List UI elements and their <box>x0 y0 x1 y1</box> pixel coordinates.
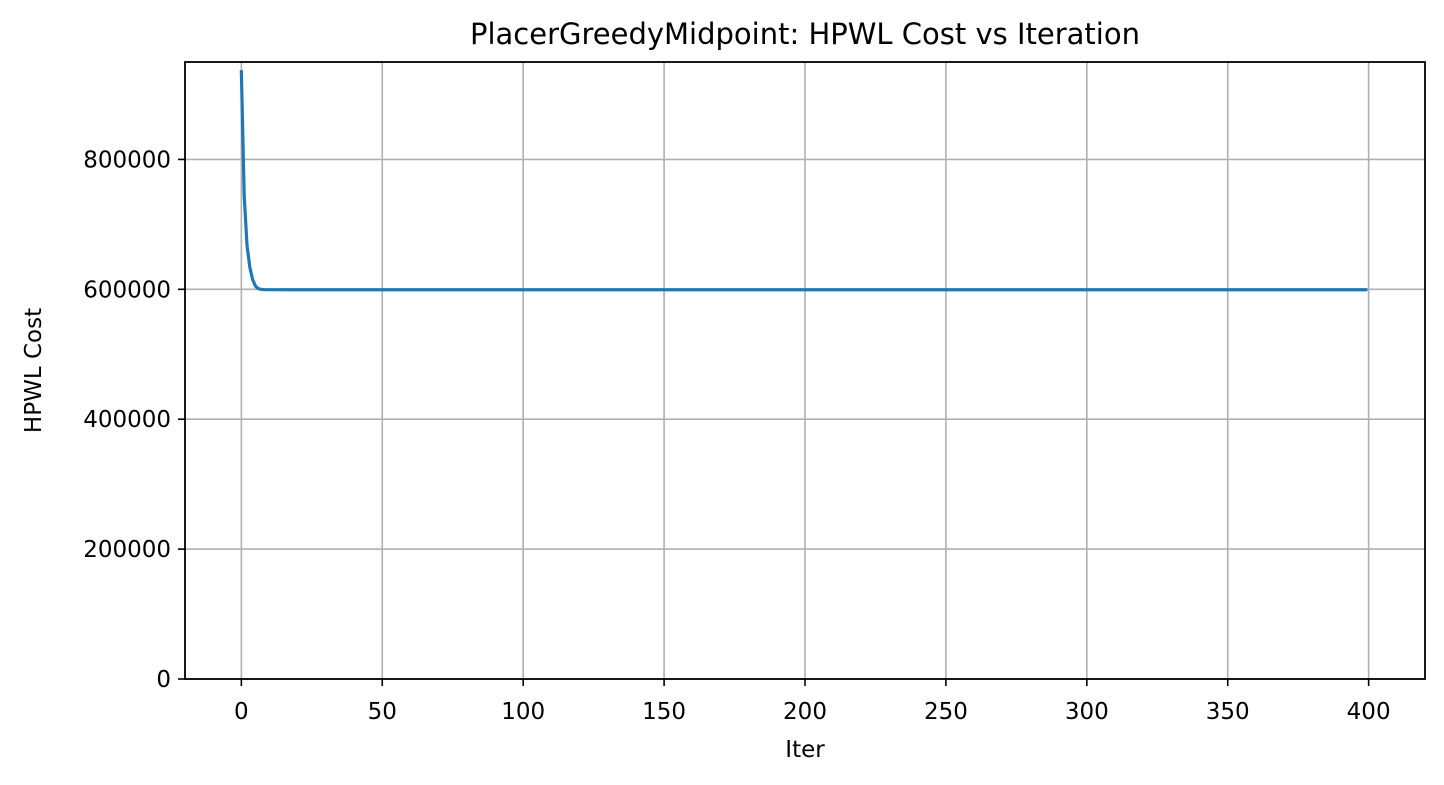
grid-layer <box>185 62 1425 680</box>
x-tick-label: 200 <box>783 699 827 725</box>
x-tick-label: 50 <box>368 699 397 725</box>
tick-layer: 0 50 100 150 200 250 300 350 400 0 200000 400000 600… <box>83 147 1390 725</box>
x-tick-label: 300 <box>1065 699 1109 725</box>
x-tick-label: 0 <box>234 699 249 725</box>
y-axis-label: HPWL Cost <box>21 308 47 433</box>
y-tick-label: 0 <box>156 667 171 693</box>
y-tick-label: 800000 <box>83 147 171 173</box>
y-tick-label: 200000 <box>83 537 171 563</box>
x-tick-label: 250 <box>924 699 968 725</box>
chart-title: PlacerGreedyMidpoint: HPWL Cost vs Itera… <box>470 17 1140 51</box>
y-tick-label: 600000 <box>83 277 171 303</box>
series-line-0 <box>239 70 1368 292</box>
series-layer <box>239 70 1368 292</box>
x-tick-label: 100 <box>501 699 545 725</box>
x-axis-label: Iter <box>785 737 825 763</box>
x-tick-label: 400 <box>1347 699 1391 725</box>
y-tick-label: 400000 <box>83 407 171 433</box>
x-tick-label: 150 <box>642 699 686 725</box>
x-tick-label: 350 <box>1206 699 1250 725</box>
